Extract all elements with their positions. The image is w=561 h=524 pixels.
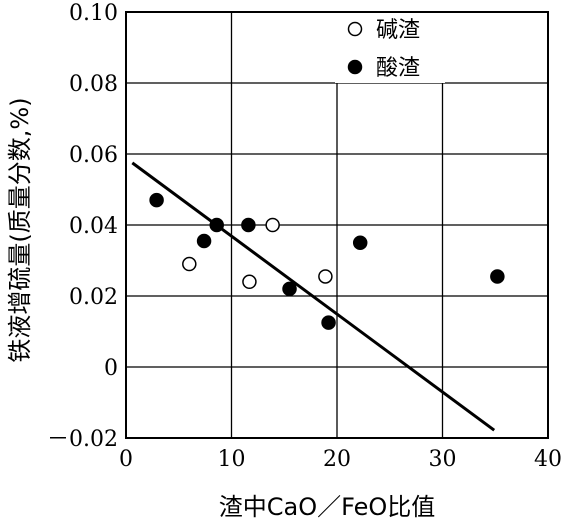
y-tick-label: 0.06 bbox=[69, 143, 118, 168]
data-point-alkaline-slag bbox=[242, 274, 257, 290]
legend-label-alkaline-slag: 碱渣 bbox=[376, 18, 420, 43]
y-tick-label: 0.04 bbox=[69, 214, 118, 239]
y-tick-label: 0 bbox=[104, 356, 118, 381]
data-point-acid-slag bbox=[149, 192, 164, 208]
y-axis-title: 铁液增硫量(质量分数,%) bbox=[6, 97, 34, 362]
data-point-alkaline-slag bbox=[318, 269, 333, 284]
trend-line bbox=[131, 161, 496, 432]
legend: 碱渣 酸渣 bbox=[335, 13, 445, 83]
x-tick-label: 10 bbox=[218, 447, 246, 472]
data-point-acid-slag bbox=[282, 281, 297, 297]
data-point-acid-slag bbox=[241, 217, 256, 233]
data-point-acid-slag bbox=[321, 315, 336, 330]
data-point-acid-slag bbox=[352, 235, 368, 250]
x-axis-title: 渣中CaO／FeO比值 bbox=[219, 493, 436, 521]
y-tick-label: 0.02 bbox=[69, 285, 118, 310]
data-point-alkaline-slag bbox=[182, 256, 197, 272]
legend-marker-alkaline-slag bbox=[347, 21, 363, 37]
x-tick-label: 40 bbox=[534, 447, 561, 472]
x-tick-label: 0 bbox=[119, 447, 133, 472]
legend-label-acid-slag: 酸渣 bbox=[376, 56, 420, 81]
y-tick-label: 0.08 bbox=[69, 72, 118, 97]
y-tick-label: －0.02 bbox=[47, 427, 118, 452]
data-points bbox=[149, 192, 505, 330]
y-tick-label: 0.10 bbox=[69, 1, 118, 26]
x-tick-label: 20 bbox=[323, 447, 351, 472]
tick-labels: 0 10 20 30 400.100.080.060.040.020－0.02 bbox=[47, 1, 561, 472]
data-point-acid-slag bbox=[209, 217, 224, 233]
data-point-alkaline-slag bbox=[265, 217, 280, 233]
x-tick-label: 30 bbox=[429, 447, 457, 472]
data-point-acid-slag bbox=[490, 269, 505, 284]
data-point-acid-slag bbox=[196, 233, 212, 249]
legend-marker-acid-slag bbox=[347, 59, 363, 75]
plot-frame bbox=[125, 11, 549, 439]
